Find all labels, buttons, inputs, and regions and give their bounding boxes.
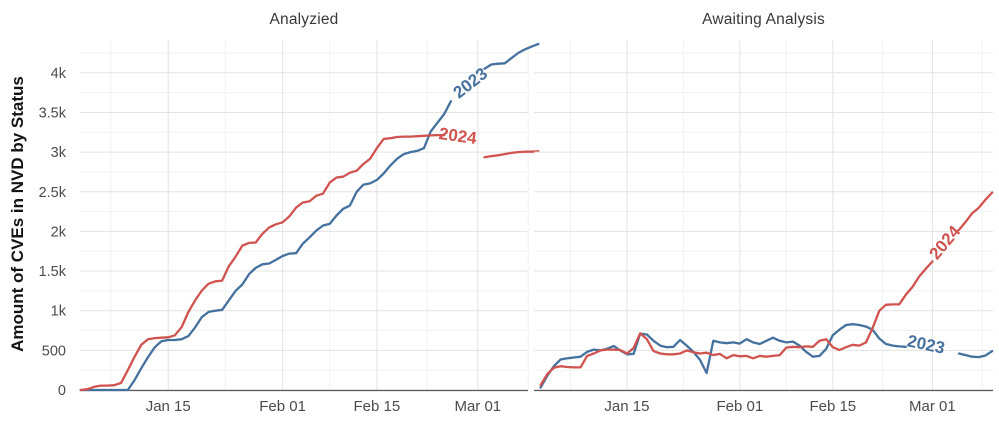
line-label-2024: 2024 — [925, 222, 964, 264]
x-tick-label: Mar 01 — [454, 398, 501, 415]
y-tick-label: 2.5k — [39, 185, 67, 201]
x-tick-label: Jan 15 — [604, 398, 649, 415]
line-2024-analyzed — [79, 133, 446, 392]
panel-title-analyzed: Analyzied — [269, 11, 339, 28]
line-2023-awaiting — [957, 349, 994, 359]
line-label-2024: 2024 — [438, 124, 479, 148]
line-label-2023: 2023 — [905, 331, 946, 357]
y-axis-title: Amount of CVEs in NVD by Status — [8, 76, 27, 352]
y-tick-label: 500 — [42, 343, 66, 359]
x-tick-label: Feb 15 — [809, 398, 856, 415]
x-tick-label: Feb 01 — [716, 398, 763, 415]
line-2024-awaiting — [957, 191, 994, 231]
y-tick-label: 4k — [51, 66, 67, 82]
x-tick-label: Mar 01 — [909, 398, 956, 415]
y-tick-label: 3k — [51, 145, 67, 161]
y-tick-label: 3.5k — [39, 105, 67, 121]
panel-title-awaiting-analysis: Awaiting Analysis — [702, 11, 825, 28]
y-tick-label: 1.5k — [39, 264, 67, 280]
line-2024-awaiting — [539, 260, 934, 387]
y-tick-label: 0 — [58, 383, 66, 399]
x-tick-label: Feb 15 — [353, 398, 400, 415]
y-tick-label: 2k — [51, 224, 67, 240]
line-2024-analyzed — [483, 150, 540, 159]
line-2023-analyzed — [483, 42, 540, 70]
x-tick-label: Feb 01 — [259, 398, 306, 415]
y-tick-label: 1k — [51, 304, 67, 320]
x-tick-label: Jan 15 — [146, 398, 191, 415]
line-2023-analyzed — [79, 100, 453, 392]
